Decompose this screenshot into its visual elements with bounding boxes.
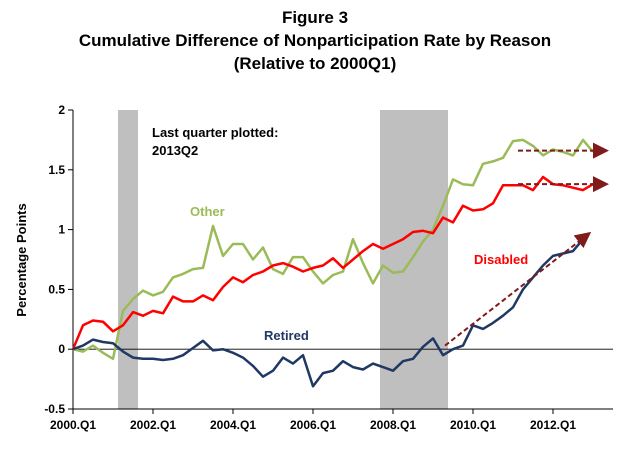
series-line-other <box>72 138 594 361</box>
last-quarter-label-line-1: Last quarter plotted: <box>152 125 278 140</box>
x-tick-label: 2012.Q1 <box>530 418 576 432</box>
recession-band-2 <box>380 110 448 409</box>
series-line-retired <box>72 238 584 388</box>
disabled-series-label: Disabled <box>474 252 528 267</box>
retired-series-label: Retired <box>264 328 309 343</box>
recession-band-1 <box>118 110 138 409</box>
y-tick-label: 0.5 <box>48 282 65 296</box>
y-tick-label: 1.5 <box>48 163 65 177</box>
x-tick-label: 2010.Q1 <box>450 418 496 432</box>
series-line-disabled <box>71 175 594 350</box>
x-tick-label: 2008.Q1 <box>370 418 416 432</box>
chart-title-line-2: Cumulative Difference of Nonparticipatio… <box>78 31 552 50</box>
retired-trend-arrow <box>444 231 592 347</box>
y-axis-label: Percentage Points <box>14 203 29 316</box>
x-tick-label: 2004.Q1 <box>210 418 256 432</box>
y-tick-label: -0.5 <box>44 402 65 416</box>
x-tick-label: 2002.Q1 <box>130 418 176 432</box>
chart-title-line-3: (Relative to 2000Q1) <box>233 54 397 73</box>
x-tick-label: 2000.Q1 <box>50 418 96 432</box>
x-tick-label: 2006.Q1 <box>290 418 336 432</box>
other-series-label: Other <box>190 204 225 219</box>
y-tick-label: 1 <box>58 223 65 237</box>
last-quarter-label-line-2: 2013Q2 <box>152 143 198 158</box>
y-tick-label: 0 <box>58 342 65 356</box>
y-tick-label: 2 <box>58 103 65 117</box>
chart-title-line-1: Figure 3 <box>281 8 349 27</box>
